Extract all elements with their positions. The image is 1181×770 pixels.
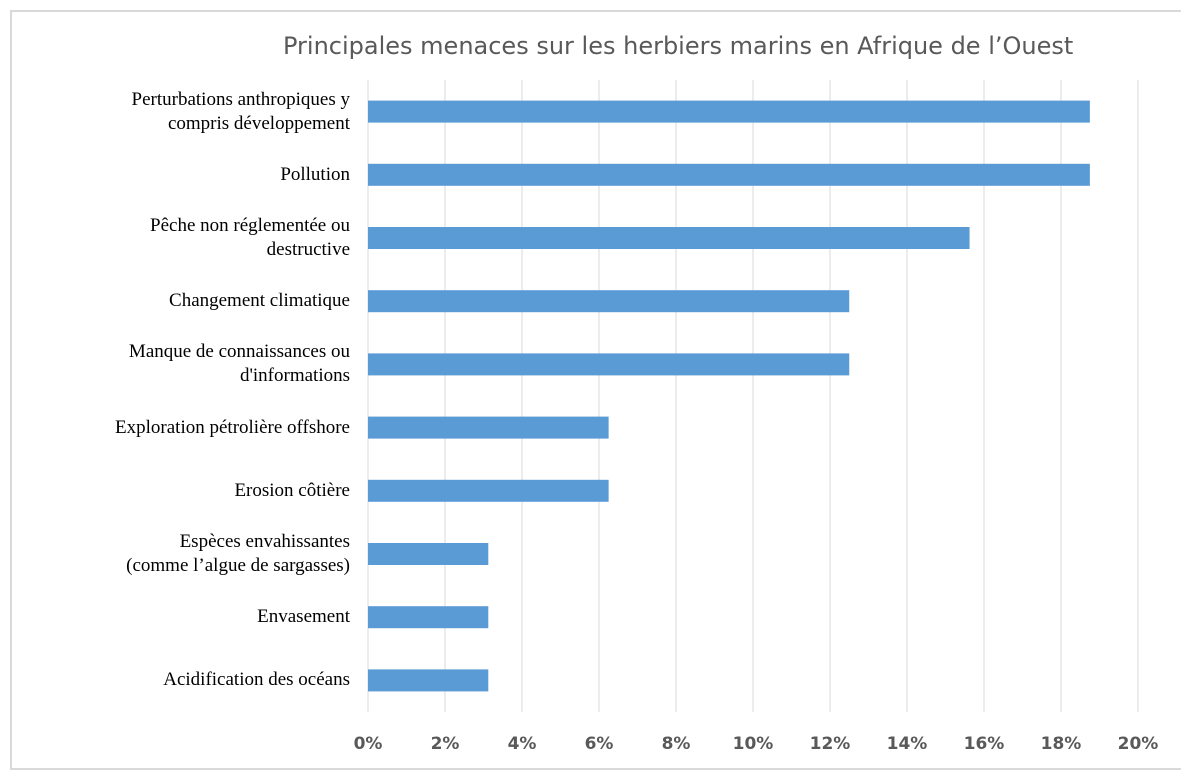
category-label: Pollution [280,163,350,185]
x-tick-label: 16% [964,734,1005,754]
category-label: Changement climatique [169,290,350,312]
category-label: Espèces envahissantes (comme l’algue de … [126,531,350,576]
x-tick-label: 4% [508,734,537,754]
x-tick-label: 10% [733,734,774,754]
category-label: Acidification des océans [163,669,350,691]
bar [368,353,850,376]
x-tick-label: 8% [662,734,691,754]
x-tick-label: 6% [585,734,614,754]
chart-title: Principales menaces sur les herbiers mar… [283,32,1074,60]
bar [368,227,970,249]
category-label: Manque de connaissances ou d'information… [128,341,350,387]
bar [368,416,609,439]
bar [368,290,850,313]
bar [368,606,489,629]
bar [368,100,1090,123]
category-label: Pêche non réglementée ou destructive [150,215,350,260]
x-tick-label: 12% [810,734,851,754]
category-label: Perturbations anthropiques y compris dév… [131,88,350,134]
bar [368,163,1090,186]
category-label: Envasement [257,606,350,628]
bar [368,669,489,692]
bar [368,543,489,565]
x-tick-label: 14% [887,734,928,754]
category-label: Exploration pétrolière offshore [115,416,350,438]
x-tick-label: 2% [431,734,460,754]
bar [368,479,609,502]
x-tick-label: 18% [1041,734,1082,754]
category-label: Erosion côtière [234,479,350,501]
x-tick-label: 20% [1118,734,1159,754]
x-tick-label: 0% [354,734,383,754]
